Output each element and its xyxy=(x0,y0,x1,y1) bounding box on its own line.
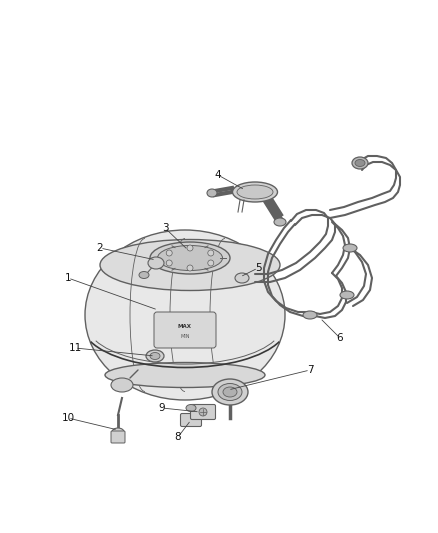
Ellipse shape xyxy=(105,362,265,387)
Circle shape xyxy=(208,260,214,266)
Ellipse shape xyxy=(340,291,354,299)
Circle shape xyxy=(208,250,214,256)
Ellipse shape xyxy=(303,311,317,319)
Ellipse shape xyxy=(235,273,249,283)
Ellipse shape xyxy=(112,428,124,436)
Ellipse shape xyxy=(111,378,133,392)
Text: 9: 9 xyxy=(159,403,165,413)
FancyBboxPatch shape xyxy=(180,414,201,426)
Ellipse shape xyxy=(218,384,242,400)
Text: 8: 8 xyxy=(175,432,181,442)
Text: MIN: MIN xyxy=(180,335,190,340)
Ellipse shape xyxy=(352,157,368,169)
Text: 1: 1 xyxy=(65,273,71,283)
Text: MAX: MAX xyxy=(178,325,192,329)
FancyBboxPatch shape xyxy=(111,431,125,443)
Circle shape xyxy=(166,250,172,256)
Ellipse shape xyxy=(237,185,273,199)
Text: 7: 7 xyxy=(307,365,313,375)
Text: 3: 3 xyxy=(162,223,168,233)
Ellipse shape xyxy=(139,271,149,279)
Ellipse shape xyxy=(233,182,278,202)
Circle shape xyxy=(187,265,193,271)
FancyArrowPatch shape xyxy=(130,370,138,378)
Ellipse shape xyxy=(150,352,160,359)
Text: 4: 4 xyxy=(215,170,221,180)
FancyBboxPatch shape xyxy=(154,312,216,348)
Text: 10: 10 xyxy=(61,413,74,423)
Ellipse shape xyxy=(146,350,164,362)
Text: 6: 6 xyxy=(337,333,343,343)
Ellipse shape xyxy=(85,230,285,400)
Ellipse shape xyxy=(207,189,217,197)
FancyBboxPatch shape xyxy=(191,405,215,419)
Ellipse shape xyxy=(150,242,230,274)
Text: 5: 5 xyxy=(254,263,261,273)
Ellipse shape xyxy=(355,159,365,166)
Ellipse shape xyxy=(148,257,164,269)
Ellipse shape xyxy=(219,382,237,394)
Text: 2: 2 xyxy=(97,243,103,253)
Ellipse shape xyxy=(100,239,280,290)
Ellipse shape xyxy=(158,246,223,271)
Ellipse shape xyxy=(186,405,196,411)
Ellipse shape xyxy=(274,218,286,226)
Circle shape xyxy=(199,408,207,416)
Circle shape xyxy=(187,245,193,251)
Ellipse shape xyxy=(212,379,248,405)
Circle shape xyxy=(166,260,172,266)
Text: 11: 11 xyxy=(68,343,81,353)
Ellipse shape xyxy=(223,387,237,397)
Ellipse shape xyxy=(343,244,357,252)
